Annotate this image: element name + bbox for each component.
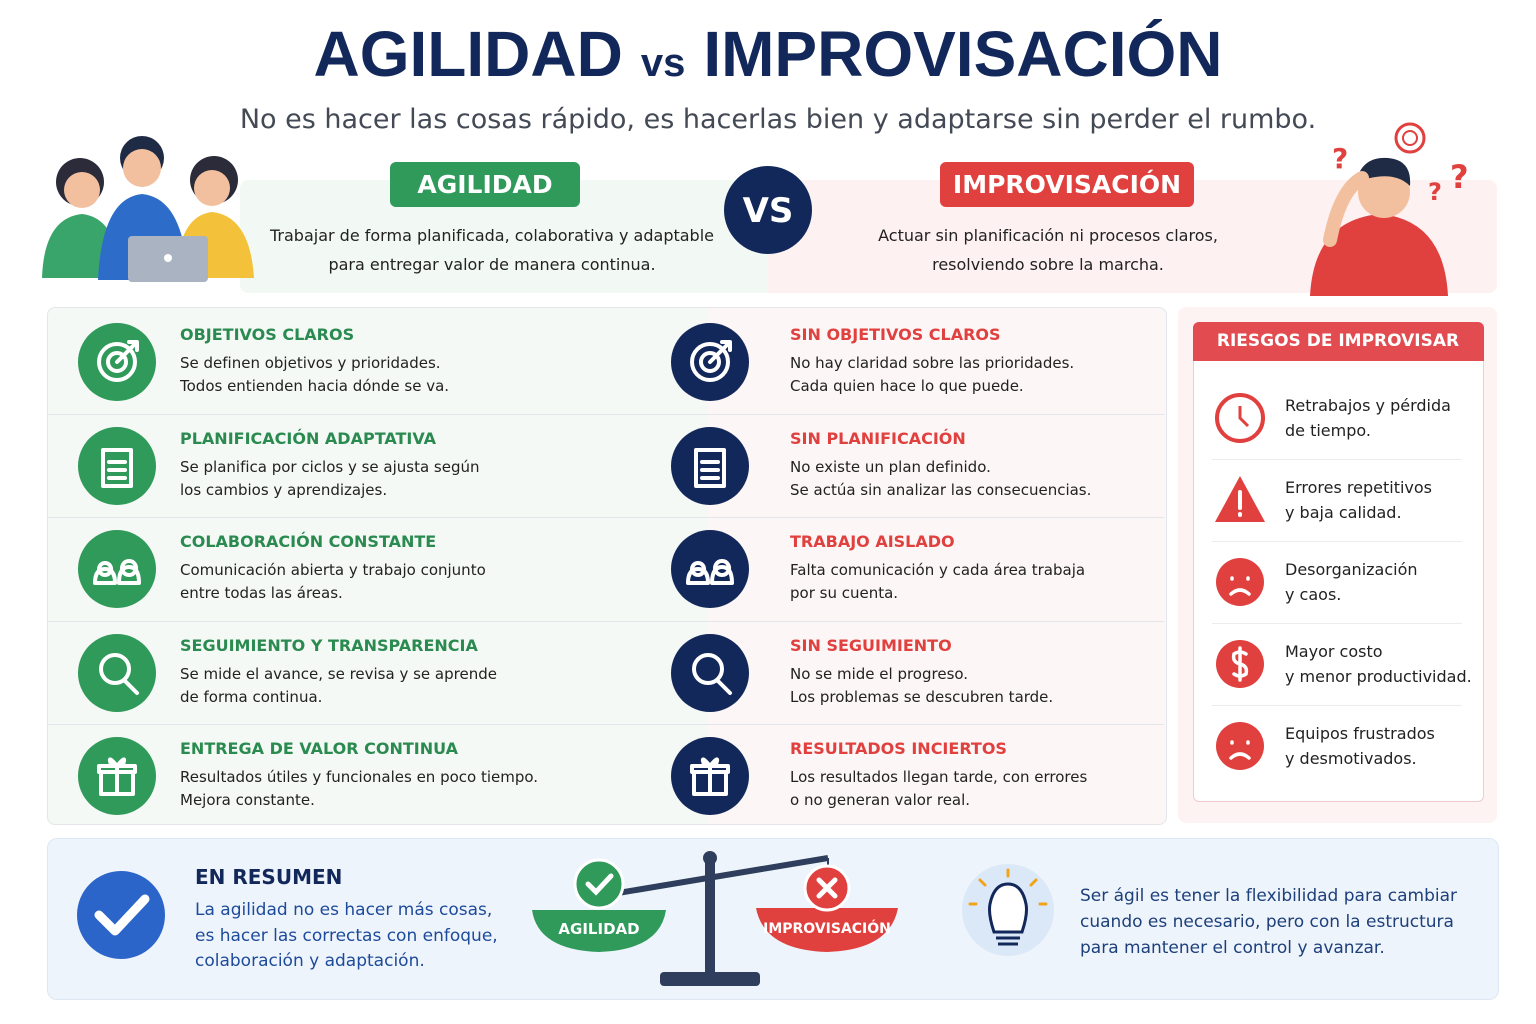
improvisation-item-text: No hay claridad sobre las prioridades. [790,354,1075,372]
risk-divider [1212,623,1462,624]
scale-illustration [532,851,898,986]
improvisation-item-title: TRABAJO AISLADO [790,532,955,551]
improvisation-icon [671,737,749,815]
summary-text: colaboración y adaptación. [195,951,425,971]
agility-item-text: Comunicación abierta y trabajo conjunto [180,561,486,579]
improvisation-item-title: RESULTADOS INCIERTOS [790,739,1007,758]
risk-divider [1212,705,1462,706]
agility-item-title: OBJETIVOS CLAROS [180,325,355,344]
scale-label-right: IMPROVISACIÓN [763,921,891,937]
risk-icon [1215,393,1265,443]
risk-text: Desorganización [1285,560,1418,579]
risk-text: Errores repetitivos [1285,478,1433,497]
closing-text: Ser ágil es tener la flexibilidad para c… [1080,886,1457,906]
agility-label-box [390,162,580,207]
agility-item-title: SEGUIMIENTO Y TRANSPARENCIA [180,635,478,655]
agility-item-text: Se planifica por ciclos y se ajusta segú… [180,457,480,476]
improvisation-label-box [940,162,1194,207]
agility-icon [78,633,156,712]
risks-title: RIESGOS DE IMPROVISAR [1216,331,1460,351]
row-divider [48,413,1164,415]
comparison-panel [47,307,1167,825]
risks-header [1193,322,1484,361]
improvisation-item-text: Se actúa sin analizar las consecuencias. [790,480,1092,499]
scale-label-left: AGILIDAD [558,920,640,938]
agility-item-title: COLABORACIÓN CONSTANTE [180,532,437,551]
svg-text:?: ? [1428,178,1442,206]
title-part: AGILIDAD [313,18,623,90]
closing-text: cuando es necesario, pero con la estruct… [1080,912,1454,932]
risk-icon [1215,476,1265,522]
improvisation-item-text: Los resultados llegan tarde, con errores [790,768,1088,786]
agility-item-text: Todos entienden hacia dónde se va. [180,377,450,395]
risk-text: y caos. [1285,585,1342,604]
agility-icon [78,323,156,401]
agility-item-text: Mejora constante. [180,791,315,809]
improvisation-item-title: SIN PLANIFICACIÓN [790,428,966,448]
row-divider [48,517,1164,518]
risk-icon [1216,722,1264,770]
title-part: IMPROVISACIÓN [703,18,1223,90]
row-divider [48,620,1164,622]
improvisation-item-text: Cada quien hace lo que puede. [790,377,1024,395]
risk-divider [1212,459,1462,460]
agility-item-title: ENTREGA DE VALOR CONTINUA [180,739,459,758]
improvisation-item-text: No se mide el progreso. [790,664,969,683]
svg-text:?: ? [1450,158,1469,196]
check-icon [77,871,165,959]
summary-text: La agilidad no es hacer más cosas, [195,900,493,920]
summary-text: es hacer las correctas con enfoque, [195,925,498,946]
vs-circle [724,166,812,254]
risk-text: Equipos frustrados [1285,724,1435,743]
agility-label: AGILIDAD [417,170,553,199]
risk-text: Retrabajos y pérdida [1285,396,1451,415]
agility-item-text: los cambios y aprendizajes. [180,480,388,499]
closing-text: para mantener el control y avanzar. [1080,938,1385,958]
improvisation-item-text: Falta comunicación y cada área trabaja [790,561,1086,579]
subtitle: No es hacer las cosas rápido, es hacerla… [239,104,1317,135]
agility-icon [78,530,156,608]
risk-text: de tiempo. [1285,421,1371,440]
agility-item-text: Se mide el avance, se revisa y se aprend… [180,664,497,683]
svg-text:?: ? [1332,142,1348,175]
agility-item-title: PLANIFICACIÓN ADAPTATIVA [180,428,437,448]
risk-divider [1212,541,1462,542]
agility-icon [78,426,156,505]
agility-item-text: de forma continua. [180,687,323,706]
improvisation-item-title: SIN SEGUIMIENTO [790,635,952,655]
improvisation-definition: resolviendo sobre la marcha. [932,255,1164,274]
title-part: vs [640,41,686,85]
confused-illustration: ? ? ? [1310,122,1469,296]
improvisation-item-text: Los problemas se descubren tarde. [790,687,1054,706]
improvisation-item-title: SIN OBJETIVOS CLAROS [790,325,1001,344]
improvisation-item-text: No existe un plan definido. [790,457,991,476]
agility-definition: para entregar valor de manera continua. [328,255,656,274]
row-divider [48,724,1164,725]
agility-definition: Trabajar de forma planificada, colaborat… [269,226,715,245]
improvisation-icon [671,426,749,505]
risk-text: y menor productividad. [1285,667,1472,686]
agility-icon [78,737,156,815]
risk-text: Mayor costo [1285,642,1383,661]
improvisation-icon [671,633,749,712]
risk-icon [1216,558,1264,606]
risk-icon [1216,640,1264,688]
agility-item-text: entre todas las áreas. [180,584,343,602]
improvisation-item-text: por su cuenta. [790,584,899,602]
team-illustration [42,136,254,282]
improvisation-label: IMPROVISACIÓN [952,170,1182,199]
risk-text: y desmotivados. [1285,749,1417,768]
agility-item-text: Se definen objetivos y prioridades. [180,354,441,372]
title: AGILIDAD vs IMPROVISACIÓN [314,22,1223,86]
improvisation-item-text: o no generan valor real. [790,791,971,809]
vs-text: VS [742,191,794,231]
agility-item-text: Resultados útiles y funcionales en poco … [180,768,539,786]
improvisation-icon [671,530,749,608]
improvisation-definition: Actuar sin planificación ni procesos cla… [878,226,1218,245]
risk-text: y baja calidad. [1285,503,1402,522]
summary-title: EN RESUMEN [195,865,343,889]
improvisation-icon [671,323,749,401]
